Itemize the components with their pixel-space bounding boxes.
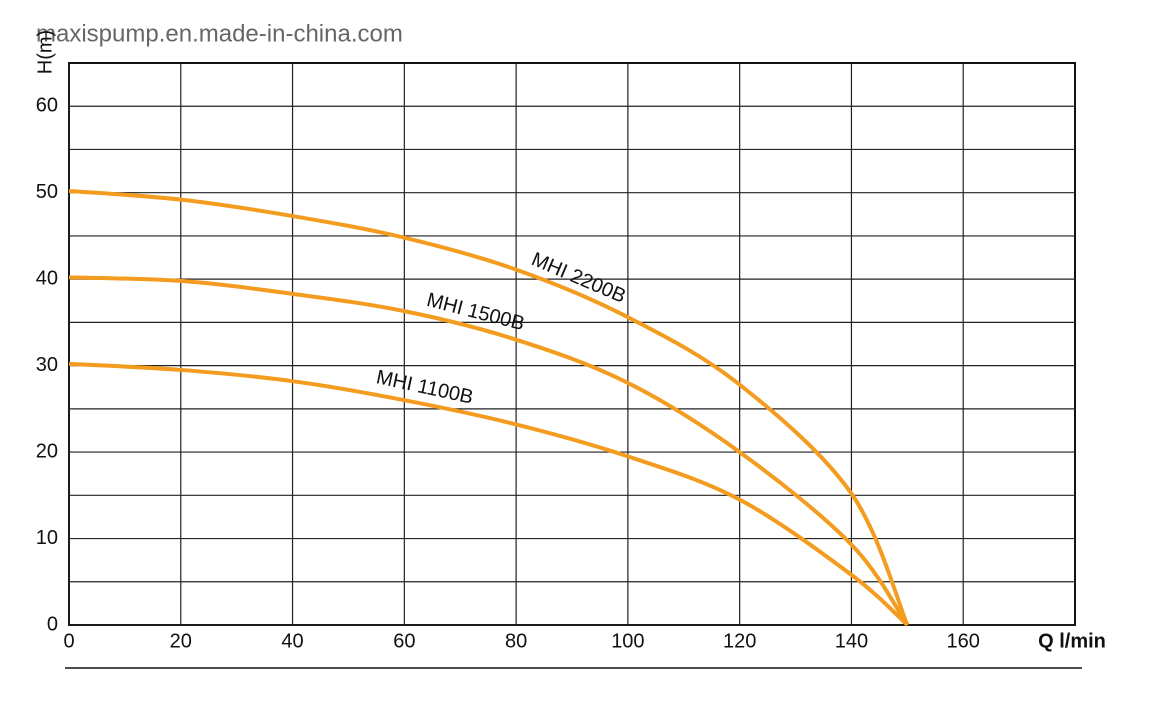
x-tick-label: 0 [63, 630, 74, 652]
watermark: maxispump.en.made-in-china.com [36, 20, 403, 47]
y-tick-label: 30 [36, 354, 58, 376]
y-tick-label: 0 [47, 613, 58, 635]
x-axis-label: Q l/min [1038, 630, 1106, 652]
plot-frame [68, 62, 1076, 626]
curve [68, 361, 909, 627]
x-tick-label: 40 [281, 630, 303, 652]
x-tick-label: 20 [170, 630, 192, 652]
y-tick-label: 40 [36, 267, 58, 289]
x-tick-label: 80 [505, 630, 527, 652]
x-tick-label: 140 [835, 630, 868, 652]
y-tick-label: 60 [36, 95, 58, 117]
curve [68, 275, 909, 627]
y-axis-label: H(m) [34, 30, 56, 74]
curve [68, 188, 910, 626]
x-tick-label: 120 [723, 630, 756, 652]
y-tick-label: 20 [36, 440, 58, 462]
y-tick-label: 10 [36, 527, 58, 549]
x-tick-label: 60 [393, 630, 415, 652]
x-tick-label: 160 [947, 630, 980, 652]
y-tick-label: 50 [36, 181, 58, 203]
x-tick-label: 100 [611, 630, 644, 652]
